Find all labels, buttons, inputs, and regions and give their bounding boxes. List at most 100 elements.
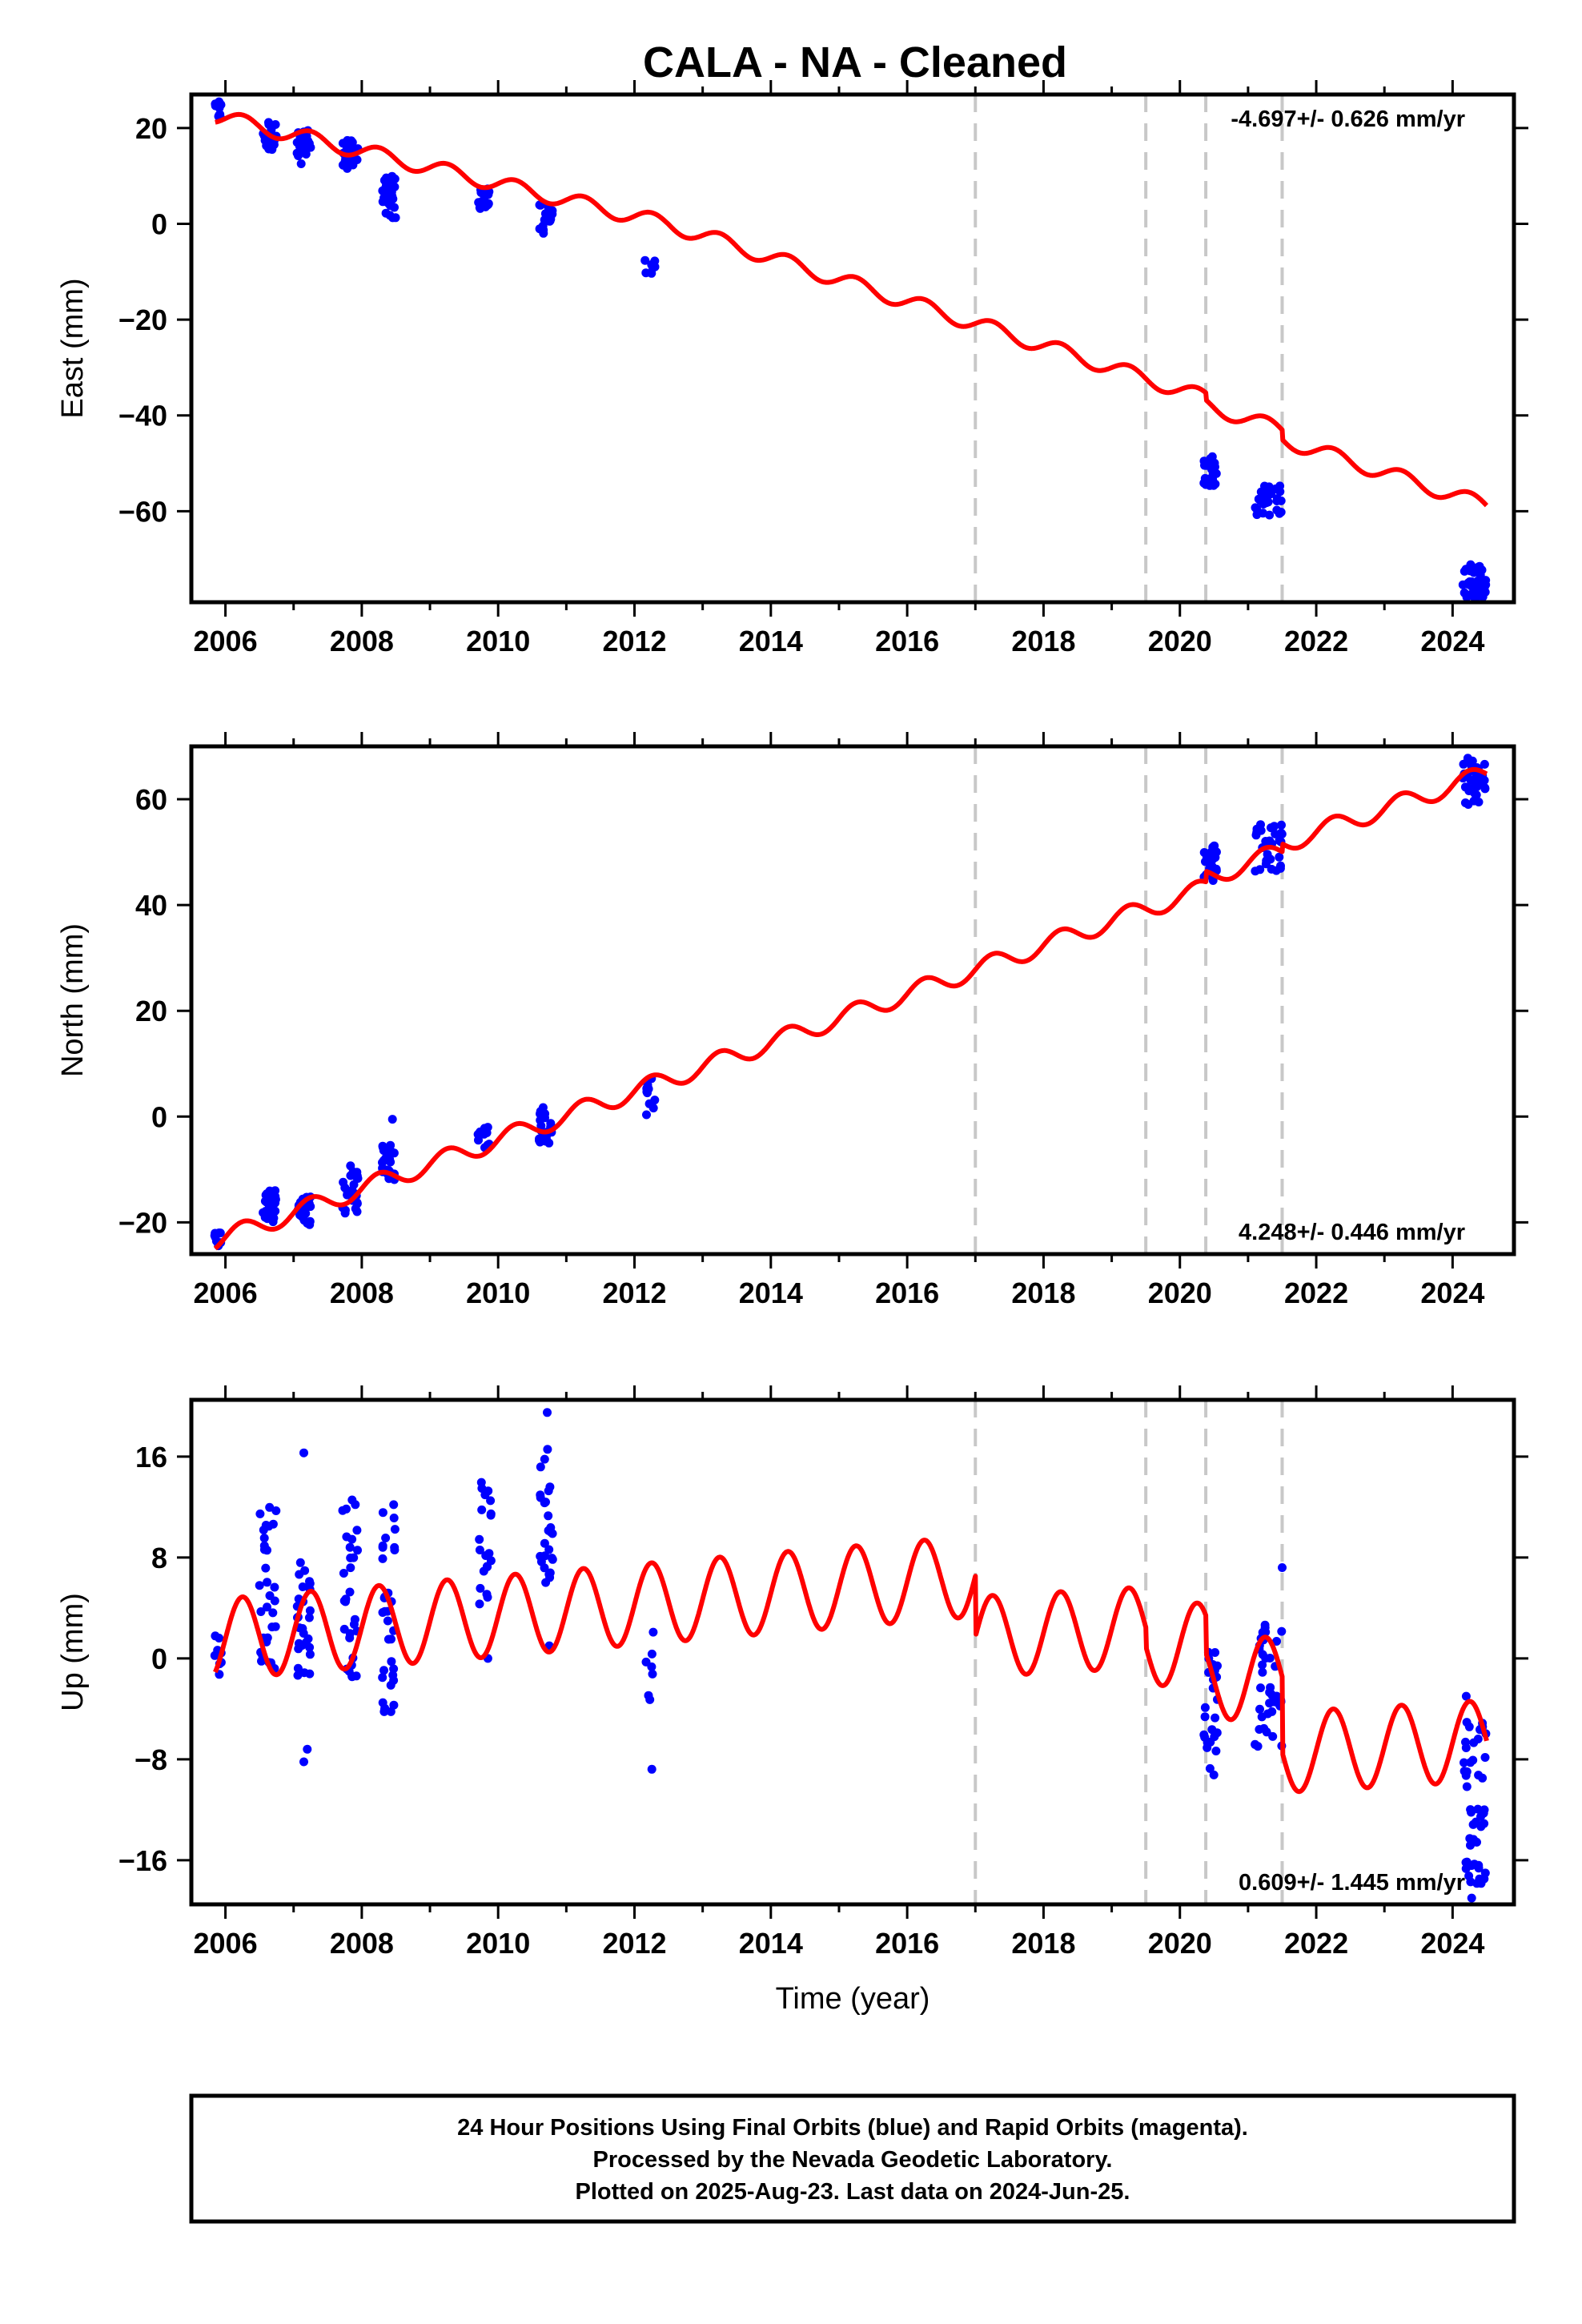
data-point <box>1211 1648 1220 1657</box>
data-point <box>1267 864 1276 874</box>
data-point <box>383 1616 392 1626</box>
data-point <box>1255 1725 1264 1734</box>
data-point <box>540 1454 549 1464</box>
y-tick-label: −20 <box>118 1206 167 1239</box>
data-point <box>346 1161 355 1171</box>
data-point <box>271 1506 281 1515</box>
data-point <box>1460 782 1470 792</box>
data-point <box>351 1671 361 1681</box>
data-point <box>295 142 305 151</box>
data-point <box>1462 1782 1472 1791</box>
data-point <box>1199 1730 1209 1739</box>
data-point <box>645 1695 655 1704</box>
data-point <box>386 1680 396 1690</box>
data-point <box>387 1115 397 1124</box>
data-point <box>486 1509 496 1518</box>
data-point <box>1199 478 1209 488</box>
data-point <box>1472 1817 1480 1827</box>
data-point <box>1260 1620 1270 1630</box>
data-point <box>1473 576 1483 585</box>
data-point <box>295 1558 305 1567</box>
data-point <box>345 1542 355 1552</box>
data-point <box>482 1562 492 1571</box>
data-point <box>340 157 350 167</box>
data-point <box>644 1099 654 1108</box>
data-point <box>351 1500 360 1510</box>
data-point <box>389 1700 399 1710</box>
data-point <box>292 148 302 158</box>
rate-annotation: 0.609+/- 1.445 mm/yr <box>1239 1870 1465 1896</box>
x-tick-label: 2012 <box>602 625 666 657</box>
x-tick-label: 2022 <box>1284 625 1348 657</box>
x-tick-label: 2006 <box>194 1277 258 1309</box>
data-point <box>303 1634 313 1643</box>
data-point <box>293 1663 303 1673</box>
data-point <box>303 1744 312 1754</box>
data-point <box>543 1445 552 1454</box>
data-point <box>381 1534 391 1542</box>
model-line <box>213 111 1489 508</box>
data-point <box>1213 1661 1222 1671</box>
data-point <box>1460 1758 1468 1767</box>
data-point <box>1277 820 1286 830</box>
data-point <box>1480 1868 1490 1878</box>
plot-frame <box>189 744 1516 1256</box>
data-point <box>389 1514 399 1522</box>
x-tick-label: 2020 <box>1148 1927 1212 1960</box>
data-point <box>1472 790 1481 800</box>
data-point <box>1275 863 1285 873</box>
data-point <box>383 1634 393 1644</box>
data-point <box>475 1534 484 1544</box>
data-point <box>540 1538 549 1548</box>
data-point <box>481 1551 491 1560</box>
data-point <box>1200 1712 1210 1722</box>
data-point <box>353 1546 362 1555</box>
data-point <box>305 1577 314 1586</box>
y-tick-label: −16 <box>118 1844 167 1877</box>
x-tick-label: 2010 <box>466 625 530 657</box>
data-point <box>271 1622 280 1631</box>
data-point <box>1462 1718 1472 1727</box>
data-point <box>1460 588 1469 597</box>
x-tick-label: 2010 <box>466 1927 530 1960</box>
data-point <box>546 1523 556 1532</box>
y-tick-label: 20 <box>135 112 167 145</box>
x-tick-label: 2024 <box>1420 1927 1484 1960</box>
chart-title: CALA - NA - Cleaned <box>643 38 1067 86</box>
data-point <box>475 1546 484 1554</box>
data-point <box>339 1177 348 1187</box>
data-point <box>1211 462 1219 472</box>
data-point <box>378 1554 387 1563</box>
data-point <box>300 1566 310 1575</box>
y-tick-label: −20 <box>118 304 167 336</box>
data-point <box>1262 1727 1271 1737</box>
rate-annotation: -4.697+/- 0.626 mm/yr <box>1231 107 1465 132</box>
data-point <box>1261 859 1271 869</box>
plot-frame <box>189 1397 1516 1907</box>
x-tick-label: 2008 <box>330 1927 394 1960</box>
data-point <box>1480 759 1489 769</box>
data-point <box>1278 1563 1287 1572</box>
data-point <box>1200 1703 1210 1712</box>
data-point <box>270 1582 279 1592</box>
data-point <box>271 1192 280 1201</box>
data-point <box>647 1662 656 1671</box>
x-tick-label: 2014 <box>739 1277 803 1309</box>
data-point <box>298 1582 307 1591</box>
footer-line-3: Plotted on 2025-Aug-23. Last data on 202… <box>576 2179 1130 2205</box>
data-point <box>1468 1755 1478 1765</box>
data-point <box>386 1140 396 1150</box>
data-point <box>345 1587 355 1597</box>
data-point <box>540 1113 549 1123</box>
data-point <box>296 159 306 168</box>
data-point <box>1461 1737 1470 1747</box>
data-point <box>390 182 400 191</box>
data-point <box>539 228 548 238</box>
data-point <box>304 1613 314 1622</box>
data-point <box>483 1123 492 1132</box>
rate-annotation: 4.248+/- 0.446 mm/yr <box>1239 1220 1465 1245</box>
x-tick-label: 2018 <box>1011 1927 1075 1960</box>
data-point <box>259 1534 269 1543</box>
x-tick-label: 2008 <box>330 1277 394 1309</box>
data-point <box>303 1218 312 1228</box>
